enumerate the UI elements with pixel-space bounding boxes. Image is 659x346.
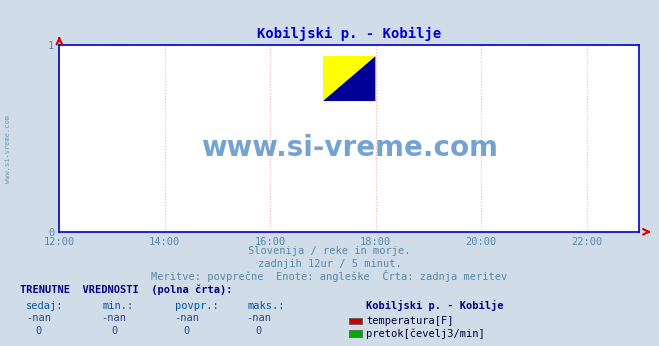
Polygon shape bbox=[323, 56, 376, 101]
Text: 0: 0 bbox=[183, 326, 190, 336]
Text: Meritve: povprečne  Enote: angleške  Črta: zadnja meritev: Meritve: povprečne Enote: angleške Črta:… bbox=[152, 270, 507, 282]
Text: -nan: -nan bbox=[246, 313, 272, 323]
Text: pretok[čevelj3/min]: pretok[čevelj3/min] bbox=[366, 328, 485, 339]
Text: TRENUTNE  VREDNOSTI  (polna črta):: TRENUTNE VREDNOSTI (polna črta): bbox=[20, 285, 232, 295]
Text: 0: 0 bbox=[111, 326, 117, 336]
Text: www.si-vreme.com: www.si-vreme.com bbox=[201, 134, 498, 162]
Polygon shape bbox=[323, 56, 376, 101]
Text: www.si-vreme.com: www.si-vreme.com bbox=[5, 115, 11, 183]
Text: Slovenija / reke in morje.: Slovenija / reke in morje. bbox=[248, 246, 411, 256]
Text: zadnjih 12ur / 5 minut.: zadnjih 12ur / 5 minut. bbox=[258, 259, 401, 269]
Title: Kobiljski p. - Kobilje: Kobiljski p. - Kobilje bbox=[257, 27, 442, 41]
Text: 0: 0 bbox=[35, 326, 42, 336]
Text: -nan: -nan bbox=[26, 313, 51, 323]
Text: temperatura[F]: temperatura[F] bbox=[366, 316, 454, 326]
Polygon shape bbox=[323, 56, 376, 101]
Text: -nan: -nan bbox=[101, 313, 127, 323]
Text: povpr.:: povpr.: bbox=[175, 301, 218, 311]
Text: maks.:: maks.: bbox=[247, 301, 285, 311]
Text: -nan: -nan bbox=[174, 313, 199, 323]
Text: Kobiljski p. - Kobilje: Kobiljski p. - Kobilje bbox=[366, 300, 503, 311]
Text: sedaj:: sedaj: bbox=[26, 301, 64, 311]
Text: 0: 0 bbox=[256, 326, 262, 336]
Text: min.:: min.: bbox=[102, 301, 133, 311]
